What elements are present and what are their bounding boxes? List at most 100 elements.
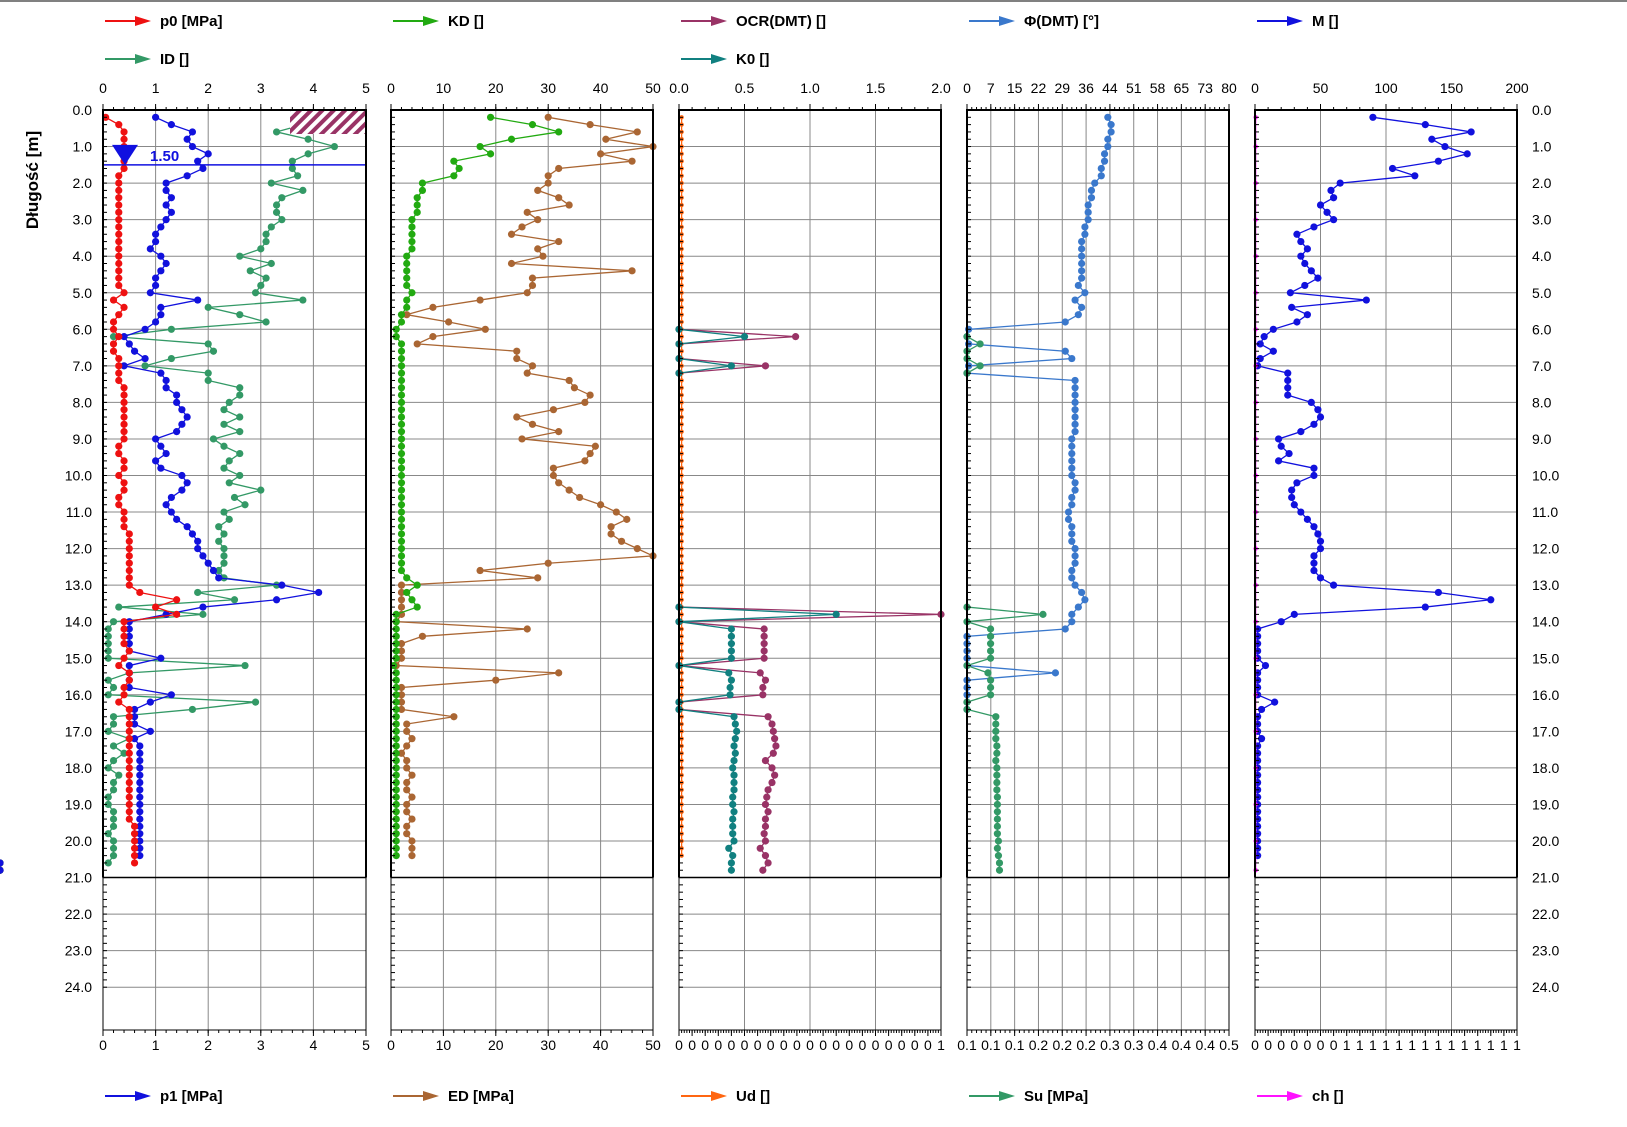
point-OCR bbox=[760, 640, 768, 648]
point-Phi bbox=[1051, 669, 1060, 677]
point-KD bbox=[392, 720, 400, 728]
point-M bbox=[1434, 588, 1442, 597]
point-ID bbox=[104, 691, 112, 699]
point-Phi bbox=[1084, 216, 1092, 224]
y-tick-label-left: 15.0 bbox=[65, 650, 92, 666]
point-ED bbox=[445, 318, 453, 326]
point-p1 bbox=[173, 398, 181, 406]
y-tick-label-right: 20.0 bbox=[1532, 833, 1559, 849]
point-p1 bbox=[157, 442, 165, 450]
point-M bbox=[1310, 223, 1318, 231]
point-p0 bbox=[115, 186, 123, 195]
point-Su bbox=[1039, 610, 1047, 618]
point-ID bbox=[251, 289, 260, 297]
point-KD bbox=[528, 121, 537, 129]
point-Phi bbox=[1068, 464, 1076, 472]
point-KD bbox=[392, 691, 400, 699]
point-p1 bbox=[120, 362, 128, 370]
point-p0 bbox=[120, 384, 128, 392]
point-p1 bbox=[162, 259, 170, 268]
point-p1 bbox=[183, 479, 191, 487]
point-OCR bbox=[768, 778, 776, 787]
point-Phi bbox=[1087, 186, 1096, 195]
point-ID bbox=[104, 640, 112, 648]
point-K0 bbox=[730, 756, 738, 765]
point-ID bbox=[220, 508, 228, 516]
point-p0 bbox=[120, 515, 128, 523]
point-ID bbox=[104, 764, 112, 772]
y-tick-label-right: 0.0 bbox=[1532, 102, 1552, 118]
y-tick-label-left: 11.0 bbox=[66, 504, 92, 520]
point-p0 bbox=[125, 778, 133, 787]
point-p1 bbox=[141, 325, 149, 333]
point-KD bbox=[397, 362, 406, 370]
point-Phi bbox=[1104, 113, 1112, 121]
point-ED bbox=[623, 515, 631, 523]
point-p1 bbox=[157, 369, 165, 377]
point-KD bbox=[413, 603, 421, 611]
x-bottom-tick-label: 0 bbox=[898, 1037, 906, 1053]
point-KD bbox=[450, 172, 458, 180]
point-KD bbox=[397, 471, 406, 480]
point-ED bbox=[549, 406, 558, 414]
point-ID bbox=[109, 720, 118, 728]
point-ED bbox=[397, 640, 406, 648]
point-M bbox=[1310, 552, 1318, 560]
y-tick-label-left: 1.0 bbox=[73, 139, 93, 155]
point-KD bbox=[392, 727, 400, 735]
point-KD bbox=[476, 142, 484, 151]
point-Phi bbox=[1078, 252, 1086, 260]
x-top-tick-label: 50 bbox=[645, 80, 661, 96]
point-K0 bbox=[727, 640, 736, 648]
point-K0 bbox=[730, 742, 738, 750]
point-ID bbox=[109, 808, 118, 816]
point-M bbox=[1277, 442, 1285, 450]
point-ID bbox=[215, 566, 223, 575]
point-KD bbox=[397, 545, 406, 553]
point-Su bbox=[993, 771, 1001, 779]
point-p0 bbox=[125, 735, 133, 743]
point-KD bbox=[392, 654, 400, 662]
point-Phi bbox=[1071, 545, 1079, 553]
point-K0 bbox=[729, 764, 737, 772]
x-top-tick-label: 0.5 bbox=[735, 80, 755, 96]
point-ID bbox=[272, 201, 281, 209]
point-OCR bbox=[769, 727, 777, 735]
point-p1 bbox=[136, 771, 144, 779]
point-p1 bbox=[136, 822, 144, 830]
point-ED bbox=[418, 632, 427, 640]
point-Phi bbox=[1071, 406, 1079, 414]
point-p0 bbox=[120, 164, 128, 173]
point-p0 bbox=[115, 376, 123, 385]
point-p0 bbox=[120, 479, 128, 487]
point-p1 bbox=[125, 340, 133, 348]
point-ED bbox=[597, 150, 605, 158]
point-p0 bbox=[130, 859, 139, 867]
x-top-tick-label: 4 bbox=[310, 80, 318, 96]
point-ED bbox=[576, 493, 584, 502]
point-Phi bbox=[1107, 128, 1115, 136]
legend-label-KD: KD [] bbox=[448, 13, 484, 30]
point-ID bbox=[104, 859, 112, 867]
x-top-tick-label: 40 bbox=[593, 80, 609, 96]
point-KD bbox=[392, 333, 400, 341]
x-bottom-tick-label: 0.5 bbox=[1219, 1037, 1239, 1053]
point-Phi bbox=[1068, 457, 1076, 465]
y-tick-label-right: 24.0 bbox=[1532, 979, 1559, 995]
point-ID bbox=[167, 354, 175, 363]
point-KD bbox=[408, 596, 416, 604]
point-KD bbox=[392, 625, 400, 633]
x-bottom-tick-label: 0 bbox=[872, 1037, 880, 1053]
point-K0 bbox=[731, 735, 739, 743]
x-bottom-tick-label: 0 bbox=[806, 1037, 814, 1053]
point-KD bbox=[392, 822, 400, 830]
legend-label-p1: p1 [MPa] bbox=[160, 1088, 223, 1105]
point-Phi bbox=[1071, 559, 1079, 567]
point-p0 bbox=[125, 566, 133, 575]
point-p0 bbox=[125, 530, 133, 538]
point-ID bbox=[278, 216, 286, 224]
point-p0 bbox=[125, 749, 133, 757]
series-line-K0 bbox=[678, 328, 837, 871]
point-p1 bbox=[199, 164, 207, 173]
point-p1 bbox=[146, 698, 154, 706]
